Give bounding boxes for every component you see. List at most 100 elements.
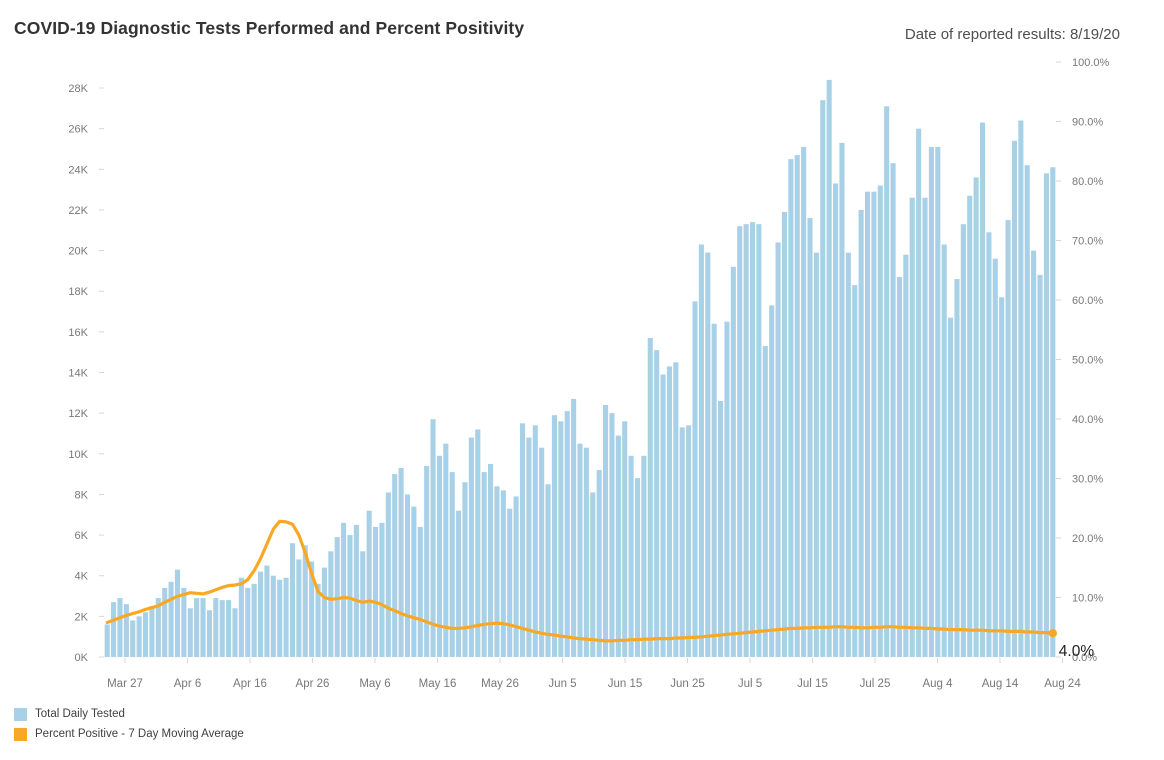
bar[interactable] xyxy=(347,535,353,657)
bar[interactable] xyxy=(654,350,660,657)
bar[interactable] xyxy=(820,100,826,657)
bar[interactable] xyxy=(884,106,890,658)
bar[interactable] xyxy=(992,258,998,657)
bar[interactable] xyxy=(264,565,270,657)
bar[interactable] xyxy=(877,185,883,658)
legend-item[interactable]: Total Daily Tested xyxy=(14,704,244,724)
bar[interactable] xyxy=(398,468,404,657)
bar[interactable] xyxy=(321,567,327,657)
bar[interactable] xyxy=(935,146,941,657)
bar[interactable] xyxy=(916,128,922,657)
bar[interactable] xyxy=(1043,173,1049,657)
bar[interactable] xyxy=(775,242,781,657)
bar[interactable] xyxy=(890,163,896,657)
bar[interactable] xyxy=(181,587,187,657)
bar[interactable] xyxy=(245,587,251,657)
bar[interactable] xyxy=(577,443,583,658)
bar[interactable] xyxy=(807,218,813,657)
bar[interactable] xyxy=(162,587,168,657)
bar[interactable] xyxy=(641,455,647,657)
bar[interactable] xyxy=(724,321,730,657)
bar[interactable] xyxy=(622,421,628,657)
bar[interactable] xyxy=(500,490,506,657)
positivity-line[interactable] xyxy=(105,519,1055,643)
bar[interactable] xyxy=(436,455,442,657)
bar[interactable] xyxy=(603,405,609,657)
bar[interactable] xyxy=(954,279,960,657)
bar[interactable] xyxy=(302,545,308,657)
bar[interactable] xyxy=(551,415,557,657)
bar[interactable] xyxy=(679,427,685,657)
bar[interactable] xyxy=(539,447,545,657)
bar[interactable] xyxy=(443,443,449,658)
bar[interactable] xyxy=(686,425,692,657)
bar[interactable] xyxy=(999,297,1005,657)
bar[interactable] xyxy=(526,437,532,657)
bar[interactable] xyxy=(756,224,762,657)
bar[interactable] xyxy=(155,598,161,657)
bar[interactable] xyxy=(986,232,992,657)
bar[interactable] xyxy=(571,398,577,657)
bar[interactable] xyxy=(794,155,800,657)
bar[interactable] xyxy=(788,159,794,658)
bar[interactable] xyxy=(813,252,819,657)
bar[interactable] xyxy=(283,577,289,657)
bar[interactable] xyxy=(781,211,788,657)
bar[interactable] xyxy=(532,425,538,657)
bar[interactable] xyxy=(257,571,264,657)
bar[interactable] xyxy=(149,606,155,657)
bar[interactable] xyxy=(226,600,232,657)
legend-item[interactable]: Percent Positive - 7 Day Moving Average xyxy=(14,724,244,744)
bar[interactable] xyxy=(494,486,500,657)
bar[interactable] xyxy=(730,266,736,657)
bar[interactable] xyxy=(417,526,423,657)
bar[interactable] xyxy=(462,482,468,657)
bar[interactable] xyxy=(718,400,724,657)
bar[interactable] xyxy=(596,470,602,657)
bar[interactable] xyxy=(360,551,366,657)
bar[interactable] xyxy=(801,146,807,657)
bar[interactable] xyxy=(973,177,979,657)
bar[interactable] xyxy=(424,465,430,657)
bar[interactable] xyxy=(213,598,219,657)
bar[interactable] xyxy=(858,209,864,657)
bar[interactable] xyxy=(839,142,845,657)
bar[interactable] xyxy=(507,508,513,657)
bar[interactable] xyxy=(206,610,212,657)
bar[interactable] xyxy=(545,484,551,657)
bar[interactable] xyxy=(194,598,200,657)
bar[interactable] xyxy=(1050,167,1056,657)
bar[interactable] xyxy=(296,559,302,657)
bar[interactable] xyxy=(238,577,244,657)
bar[interactable] xyxy=(852,285,858,657)
bar[interactable] xyxy=(174,569,181,657)
bar[interactable] xyxy=(1005,220,1011,657)
bar[interactable] xyxy=(475,429,481,657)
bar[interactable] xyxy=(743,224,749,657)
bar[interactable] xyxy=(353,524,359,657)
bar[interactable] xyxy=(928,146,934,657)
bar[interactable] xyxy=(309,561,315,657)
bar[interactable] xyxy=(979,122,986,658)
bar[interactable] xyxy=(673,362,679,657)
bar[interactable] xyxy=(1011,140,1018,658)
bar[interactable] xyxy=(922,197,928,658)
bar[interactable] xyxy=(519,423,526,657)
bar[interactable] xyxy=(404,494,411,657)
bar[interactable] xyxy=(219,600,225,657)
bar[interactable] xyxy=(647,337,653,657)
bar[interactable] xyxy=(871,191,877,657)
bar[interactable] xyxy=(168,581,174,657)
bar[interactable] xyxy=(909,197,915,658)
bar[interactable] xyxy=(372,526,379,657)
bar[interactable] xyxy=(123,604,129,657)
bar[interactable] xyxy=(833,183,839,657)
line-end-marker[interactable] xyxy=(1048,629,1058,638)
bar[interactable] xyxy=(960,224,966,657)
bar[interactable] xyxy=(737,226,743,657)
bar[interactable] xyxy=(187,608,193,657)
bar[interactable] xyxy=(104,624,110,657)
bar[interactable] xyxy=(634,478,641,657)
bar[interactable] xyxy=(411,506,417,657)
bar[interactable] xyxy=(513,496,519,657)
